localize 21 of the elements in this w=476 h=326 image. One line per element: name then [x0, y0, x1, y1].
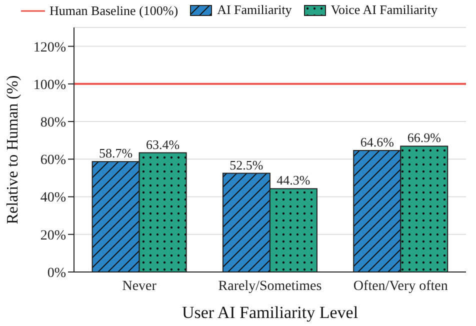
x-axis-title: User AI Familiarity Level	[182, 303, 358, 322]
y-tick-label: 100%	[33, 78, 66, 93]
data-label: 44.3%	[276, 172, 310, 188]
data-label: 58.7%	[98, 146, 133, 161]
x-tick-label: Rarely/Sometimes	[218, 278, 322, 294]
legend-label: AI Familiarity	[217, 2, 292, 18]
y-axis-title: Relative to Human (%)	[4, 75, 22, 224]
y-tick-label: 0%	[47, 266, 66, 281]
data-label: 63.4%	[146, 136, 180, 152]
y-tick-label: 80%	[40, 116, 66, 131]
y-tick-label: 60%	[40, 153, 66, 168]
y-tick-label: 120%	[33, 40, 66, 56]
y-tick-label: 20%	[40, 228, 66, 244]
data-label: 52.5%	[230, 157, 264, 172]
data-label: 66.9%	[407, 130, 442, 146]
data-label: 64.6%	[360, 134, 394, 150]
x-tick-label: Often/Very often	[353, 278, 448, 294]
legend-label: Voice AI Familiarity	[330, 2, 438, 18]
legend-label: Human Baseline (100%)	[50, 2, 178, 18]
y-tick-label: 40%	[40, 190, 66, 206]
x-tick-label: Never	[122, 278, 157, 294]
